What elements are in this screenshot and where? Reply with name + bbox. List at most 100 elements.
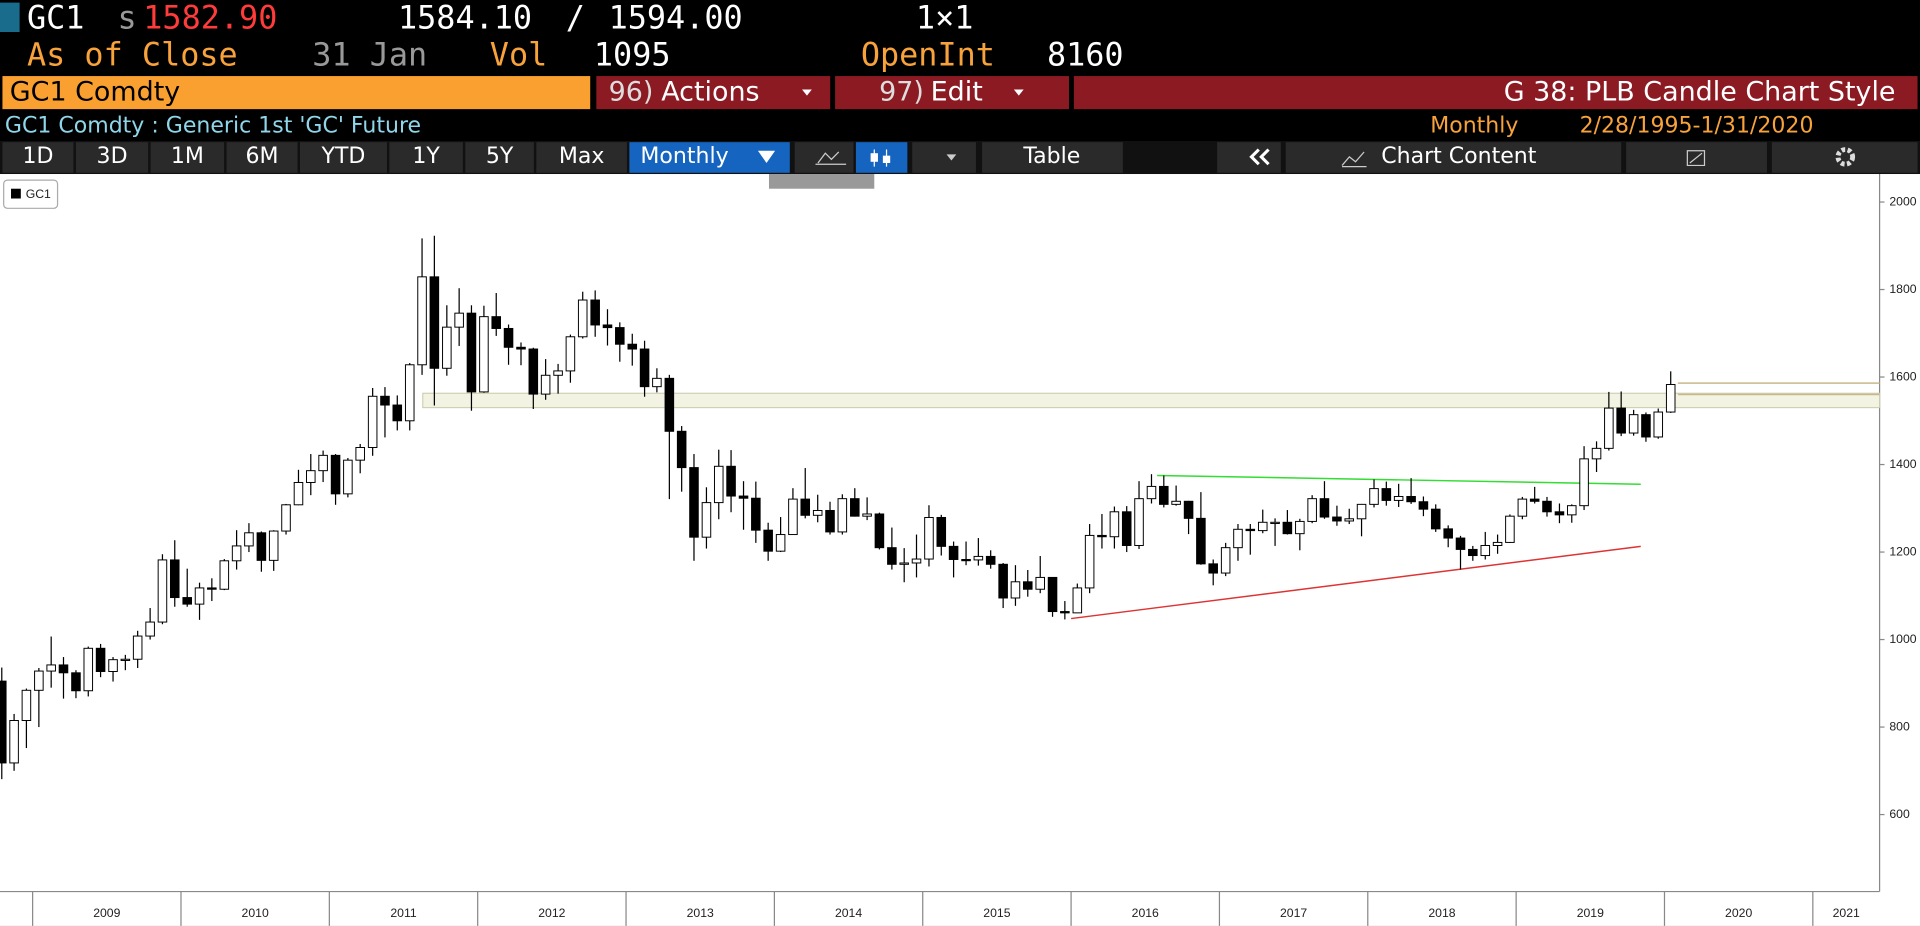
x-tick-label: 2011 bbox=[390, 906, 417, 920]
x-tick-label: 2012 bbox=[538, 906, 565, 920]
settings-button[interactable] bbox=[1771, 142, 1918, 173]
candle-body bbox=[1418, 501, 1429, 510]
period-label[interactable]: Max bbox=[559, 144, 605, 169]
candle-body bbox=[1344, 518, 1355, 522]
candle-body bbox=[1505, 515, 1515, 543]
period-button[interactable] bbox=[300, 142, 387, 173]
candle-body bbox=[1406, 495, 1416, 503]
y-tick-label: 1800 bbox=[1889, 282, 1916, 296]
x-tick-label: 2013 bbox=[687, 906, 714, 920]
actions-button[interactable] bbox=[596, 76, 831, 110]
candle-body bbox=[157, 559, 168, 623]
x-tick-label: 2015 bbox=[983, 906, 1010, 920]
period-button[interactable] bbox=[150, 142, 225, 173]
candle-body bbox=[1270, 521, 1280, 525]
separator: / bbox=[566, 0, 585, 37]
period-button[interactable] bbox=[536, 142, 627, 173]
candle-body bbox=[837, 498, 848, 533]
table-button[interactable] bbox=[982, 142, 1123, 173]
candle-body bbox=[1047, 576, 1058, 613]
candle-body bbox=[701, 502, 712, 538]
candle-body bbox=[763, 529, 773, 552]
period-label[interactable]: 5Y bbox=[486, 144, 514, 169]
vol: 1095 bbox=[594, 35, 671, 73]
period-label[interactable]: 1Y bbox=[412, 144, 440, 169]
annotate-icon bbox=[1686, 150, 1706, 167]
description: GC1 Comdty : Generic 1st 'GC' Future bbox=[5, 113, 421, 138]
period-label[interactable]: 6M bbox=[246, 144, 279, 169]
candle-body bbox=[553, 370, 563, 376]
period-button[interactable] bbox=[465, 142, 534, 173]
candle-body bbox=[330, 454, 341, 495]
actions-number: 96) bbox=[609, 77, 654, 108]
y-tick-label: 2000 bbox=[1889, 194, 1916, 208]
oi: 8160 bbox=[1047, 35, 1124, 73]
candle-body bbox=[1616, 407, 1626, 434]
candle-body bbox=[479, 316, 489, 393]
candle-body bbox=[627, 343, 638, 350]
period-button[interactable] bbox=[226, 142, 298, 173]
candle-body bbox=[1517, 498, 1528, 517]
candle-body bbox=[676, 430, 687, 469]
period-label[interactable]: 1M bbox=[171, 144, 204, 169]
layout: 1×1 bbox=[916, 0, 973, 37]
ticker: GC1 bbox=[27, 0, 84, 37]
frequency[interactable]: Monthly bbox=[640, 144, 728, 169]
collapse-button[interactable] bbox=[1217, 142, 1281, 173]
x-tick-label: 2018 bbox=[1428, 906, 1455, 920]
candle-body bbox=[577, 299, 588, 338]
y-tick-label: 600 bbox=[1889, 807, 1910, 821]
candle-icon bbox=[882, 155, 891, 163]
toolbar-buttons: 1D 3D 1M 6M YTD 1Y 5Y Max bbox=[2, 142, 627, 173]
candle-body bbox=[207, 587, 217, 590]
chart-content-label[interactable]: Chart Content bbox=[1381, 144, 1537, 169]
actions-label[interactable]: Actions bbox=[661, 77, 759, 108]
table-label[interactable]: Table bbox=[1022, 144, 1080, 169]
candle-body bbox=[194, 587, 205, 605]
candle-body bbox=[948, 545, 959, 560]
candle-body bbox=[652, 377, 662, 388]
candle-body bbox=[95, 647, 106, 672]
candle-body bbox=[231, 545, 242, 562]
candle-body bbox=[1492, 541, 1503, 546]
period-button[interactable] bbox=[75, 142, 149, 173]
candle-body bbox=[219, 560, 230, 590]
period-label[interactable]: 3D bbox=[97, 144, 128, 169]
period-button[interactable] bbox=[2, 142, 74, 173]
chart-content-button[interactable] bbox=[1285, 142, 1622, 173]
y-tick-label: 1600 bbox=[1889, 369, 1916, 383]
candle-body bbox=[911, 558, 922, 564]
candle-body bbox=[1295, 520, 1305, 535]
candle-body bbox=[788, 498, 798, 536]
candle-body bbox=[1208, 563, 1218, 574]
candle-body bbox=[281, 504, 291, 532]
period-label[interactable]: 1D bbox=[22, 144, 53, 169]
edit-button[interactable] bbox=[835, 76, 1069, 110]
chart-tools[interactable] bbox=[768, 174, 875, 189]
more-button[interactable] bbox=[912, 142, 976, 173]
trendline bbox=[1157, 474, 1641, 485]
edit-label[interactable]: Edit bbox=[931, 77, 983, 108]
candle-body bbox=[985, 555, 996, 565]
candle-body bbox=[850, 498, 860, 517]
candle-body bbox=[565, 336, 576, 372]
period: Monthly bbox=[1430, 113, 1518, 138]
as-of: As of Close bbox=[27, 35, 238, 73]
line-button[interactable] bbox=[794, 142, 854, 173]
candle-body bbox=[1282, 521, 1293, 535]
candle-button[interactable] bbox=[855, 142, 908, 173]
candle-body bbox=[602, 324, 613, 329]
candle-body bbox=[1591, 447, 1602, 460]
candle-body bbox=[1579, 458, 1589, 507]
candle-body bbox=[899, 562, 909, 565]
period-label[interactable]: YTD bbox=[321, 144, 366, 169]
candle-body bbox=[924, 516, 934, 560]
candle-body bbox=[108, 659, 118, 672]
candle-body bbox=[1542, 500, 1552, 513]
period-button[interactable] bbox=[389, 142, 463, 173]
x-tick-label: 2021 bbox=[1833, 906, 1860, 920]
candle-body bbox=[528, 348, 539, 395]
candle-body bbox=[21, 689, 32, 721]
legend-label: GC1 bbox=[26, 187, 51, 201]
